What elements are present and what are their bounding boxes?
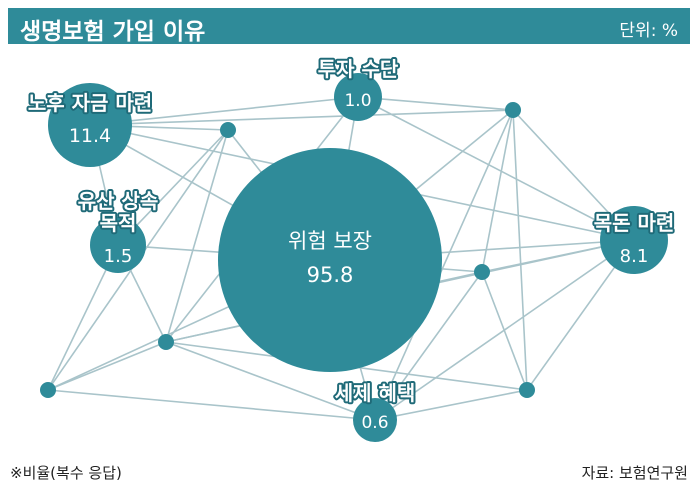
source-note: 자료: 보험연구원 [581,464,688,482]
small-node [220,122,236,138]
bubble-3: 목돈 마련 8.1 [592,206,676,274]
footnote: ※비율(복수 응답) [10,464,122,482]
small-nodes [40,102,535,398]
bubble-circle [600,206,668,274]
connector-line [374,271,483,421]
bubble-label: 목돈 마련 [594,211,675,235]
bubble-circle [353,398,397,442]
bubble-circle [218,148,442,372]
header-bar: 생명보험 가입 이유 단위: % [8,8,690,45]
connector-line [89,109,514,126]
connector-line [165,341,376,421]
bubble-label: 노후 자금 마련 [28,91,152,115]
connector-line [374,389,528,421]
bubble-value: 95.8 [307,263,354,287]
connector-line [89,96,359,126]
bubble-value: 11.4 [69,125,111,147]
small-node [519,382,535,398]
bubble-circle [334,73,382,121]
small-node [505,102,521,118]
connector-line [165,129,229,343]
connector-line [357,96,635,241]
bubble-value: 1.0 [344,91,371,111]
bubble-label: 세제 혜택 [335,381,416,405]
connector-line [512,109,528,391]
bubble-circle [48,83,132,167]
bubble-label: 목적 [100,211,137,235]
small-node [158,334,174,350]
bubble-5: 투자 수단 1.0 [316,55,401,121]
bubble-label: 유산 상속 [78,189,159,213]
bubble-1: 위험 보장 95.8 [218,148,442,372]
connector-line [47,341,167,391]
bubble-label: 투자 수단 [318,57,399,81]
bubble-circle [90,217,146,273]
connector-line [481,271,528,391]
connector-line [47,389,376,421]
bubble-2: 노후 자금 마련 11.4 [26,83,154,167]
bubble-value: 1.5 [104,246,133,267]
connector-line [357,96,514,111]
small-node [40,382,56,398]
bubble-value: 8.1 [620,246,649,267]
chart-title: 생명보험 가입 이유 [20,19,206,45]
bubble-value: 0.6 [361,413,388,433]
connector-line [374,109,514,421]
bubble-6: 세제 혜택 0.6 [333,379,417,442]
small-node [474,264,490,280]
bubble-label: 위험 보장 [288,229,372,253]
unit-label: 단위: % [619,21,678,41]
connector-line [481,109,514,273]
